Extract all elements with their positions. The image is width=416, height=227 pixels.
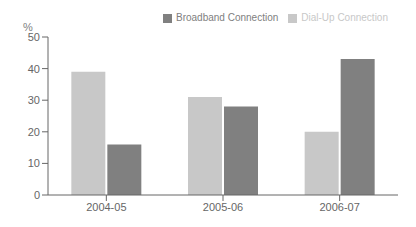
svg-text:10: 10 xyxy=(28,157,40,169)
html-text:Broadband Connection: Broadband Connection xyxy=(176,12,279,23)
svg-text:2004-05: 2004-05 xyxy=(86,201,126,213)
svg-text:40: 40 xyxy=(28,63,40,75)
svg-text:2005-06: 2005-06 xyxy=(203,201,243,213)
html-text:Dial-Up Connection: Dial-Up Connection xyxy=(301,12,388,23)
svg-text:2006-07: 2006-07 xyxy=(319,201,359,213)
svg-text:0: 0 xyxy=(34,189,40,201)
svg-text:20: 20 xyxy=(28,126,40,138)
svg-text:30: 30 xyxy=(28,94,40,106)
svg-text:%: % xyxy=(23,21,33,33)
svg-text:50: 50 xyxy=(27,30,40,43)
